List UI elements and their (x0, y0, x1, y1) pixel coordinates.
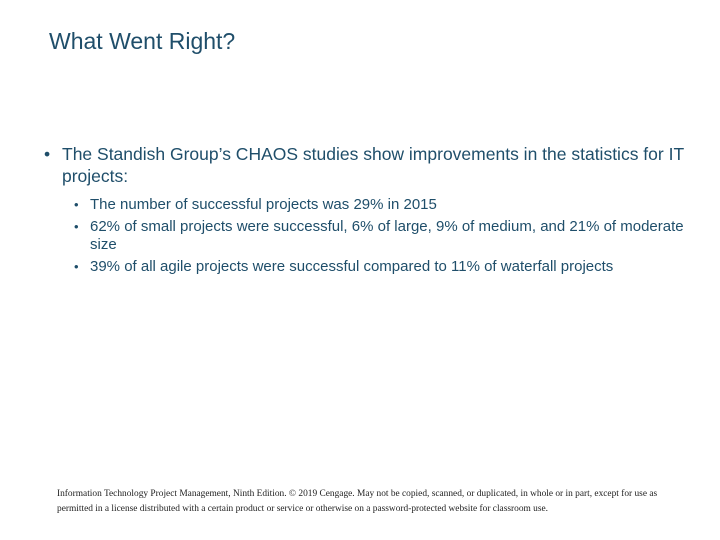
copyright-footer: Information Technology Project Managemen… (57, 489, 658, 514)
sub-bullet-item: • 39% of all agile projects were success… (74, 258, 684, 276)
bullet-item: • The Standish Group’s CHAOS studies sho… (44, 143, 684, 187)
sub-bullet-text: 62% of small projects were successful, 6… (90, 218, 684, 253)
bullet-dot-icon: • (74, 259, 79, 274)
sub-bullet-item: • The number of successful projects was … (74, 196, 684, 214)
sub-bullet-text: 39% of all agile projects were successfu… (90, 258, 614, 275)
bullet-dot-icon: • (74, 219, 79, 234)
sub-bullet-list: • The number of successful projects was … (44, 196, 684, 276)
sub-bullet-text: The number of successful projects was 29… (90, 196, 437, 213)
slide-title: What Went Right? (49, 28, 236, 54)
slide-body: • The Standish Group’s CHAOS studies sho… (44, 143, 684, 280)
sub-bullet-item: • 62% of small projects were successful,… (74, 218, 684, 254)
bullet-dot-icon: • (74, 197, 79, 212)
bullet-text: The Standish Group’s CHAOS studies show … (62, 144, 684, 186)
bullet-dot-icon: • (44, 144, 51, 164)
